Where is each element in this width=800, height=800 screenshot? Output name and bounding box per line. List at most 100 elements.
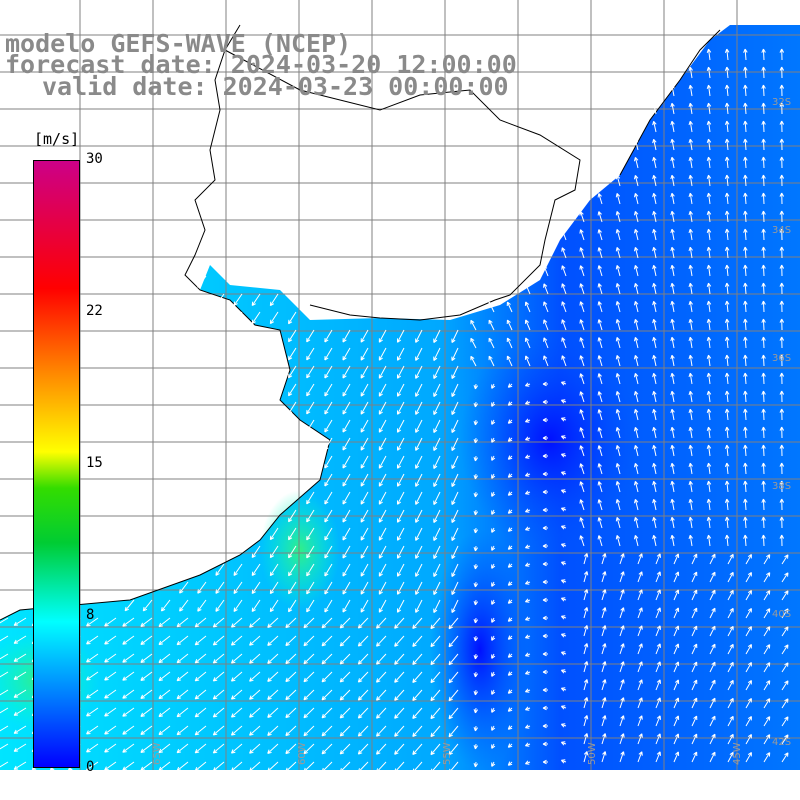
wind-arrow <box>761 372 766 385</box>
wind-arrow <box>451 329 459 344</box>
wind-arrow <box>688 444 693 457</box>
wind-arrow <box>615 373 621 385</box>
wind-arrow <box>430 635 441 648</box>
wind-arrow <box>579 427 585 439</box>
wind-arrow <box>542 435 549 441</box>
wind-arrow <box>706 66 712 79</box>
wind-arrow <box>637 661 643 673</box>
wind-arrow <box>396 419 405 433</box>
wind-arrow <box>560 669 567 674</box>
wind-arrow <box>633 228 639 241</box>
wind-arrow <box>579 517 585 529</box>
wind-arrow <box>378 545 387 559</box>
wind-arrow <box>306 527 315 541</box>
wind-arrow <box>745 662 752 673</box>
wind-arrow <box>670 516 675 529</box>
wind-arrow <box>473 707 479 714</box>
wind-arrow <box>560 741 567 746</box>
wind-arrow <box>415 383 423 397</box>
wind-arrow <box>655 697 661 709</box>
wind-arrow <box>122 635 135 645</box>
wind-arrow <box>430 617 441 630</box>
wind-arrow <box>779 138 785 151</box>
wind-arrow <box>0 671 9 680</box>
wind-arrow <box>233 293 243 306</box>
wind-arrow <box>706 372 712 385</box>
wind-arrow <box>394 671 405 683</box>
wind-arrow <box>724 138 730 151</box>
colorbar-tick-30: 30 <box>86 151 103 167</box>
wind-arrow <box>652 516 657 529</box>
wind-arrow <box>727 751 734 763</box>
wind-arrow <box>761 444 766 457</box>
wind-arrow <box>378 347 387 361</box>
wind-arrow <box>104 689 117 699</box>
wind-arrow <box>652 120 657 133</box>
wind-arrow <box>491 563 496 569</box>
wind-arrow <box>524 634 531 639</box>
wind-arrow <box>451 581 459 596</box>
title-valid-date: valid date: 2024-03-23 00:00:00 <box>42 72 509 101</box>
wind-arrow <box>249 707 261 718</box>
wind-arrow <box>473 527 479 534</box>
wind-arrow <box>673 607 680 619</box>
wind-arrow <box>745 698 752 709</box>
wind-arrow <box>761 48 766 61</box>
wind-arrow <box>779 48 785 61</box>
wind-arrow <box>524 490 531 495</box>
wind-arrow <box>579 301 585 313</box>
wind-arrow <box>633 300 639 313</box>
wind-arrow <box>724 192 730 205</box>
wind-arrow <box>360 383 369 397</box>
wind-arrow <box>339 653 351 665</box>
wind-arrow <box>615 175 621 187</box>
wind-arrow <box>560 651 567 656</box>
wind-arrow <box>743 444 748 457</box>
wind-arrow <box>583 679 589 691</box>
wind-arrow <box>619 661 625 673</box>
wind-arrow <box>415 491 423 505</box>
wind-arrow <box>743 174 748 187</box>
wind-arrow <box>633 498 639 511</box>
wind-arrow <box>597 337 603 349</box>
wind-arrow <box>13 653 27 662</box>
wind-arrow <box>303 671 315 683</box>
wind-arrow <box>745 644 752 655</box>
wind-arrow <box>688 300 693 313</box>
wind-arrow <box>724 102 730 115</box>
wind-arrow <box>615 247 621 259</box>
wind-arrow <box>285 689 297 701</box>
wind-arrow <box>706 498 712 511</box>
wind-arrow <box>430 743 441 756</box>
wind-arrow <box>673 589 680 601</box>
wind-arrow <box>433 401 441 415</box>
wind-arrow <box>727 553 734 565</box>
wind-arrow <box>412 635 423 647</box>
wind-arrow <box>673 751 680 763</box>
wind-arrow <box>342 455 351 469</box>
wind-arrow <box>743 282 748 295</box>
wind-arrow <box>619 679 625 691</box>
wind-arrow <box>176 617 189 628</box>
wind-arrow <box>86 671 99 681</box>
wind-arrow <box>691 607 698 619</box>
wind-arrow <box>706 444 712 457</box>
wind-arrow <box>706 156 712 169</box>
wind-arrow <box>637 625 643 637</box>
wind-arrow <box>761 534 766 547</box>
wind-arrow <box>491 455 496 461</box>
wind-arrow <box>779 120 785 133</box>
wind-arrow <box>655 589 661 601</box>
wind-arrow <box>579 229 585 241</box>
wind-arrow <box>619 589 625 601</box>
wind-arrow <box>470 319 477 331</box>
wind-arrow <box>597 283 603 295</box>
wind-arrow <box>561 319 567 331</box>
wind-arrow <box>745 626 752 637</box>
wind-arrow <box>158 689 171 700</box>
wind-arrow <box>615 517 621 529</box>
wind-arrow <box>176 725 189 736</box>
wind-arrow <box>524 562 531 567</box>
wind-arrow <box>303 689 315 701</box>
